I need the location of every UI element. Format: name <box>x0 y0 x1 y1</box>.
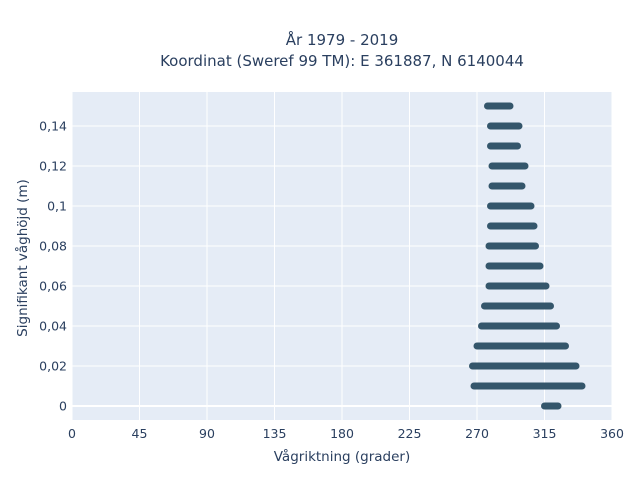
x-tick-label: 225 <box>398 426 422 441</box>
y-tick-label: 0,12 <box>39 159 67 174</box>
x-tick-label: 45 <box>132 426 148 441</box>
y-tick-label: 0 <box>59 399 67 414</box>
y-tick-label: 0,14 <box>39 119 67 134</box>
y-tick-label: 0,06 <box>39 279 67 294</box>
chart-title-line1: År 1979 - 2019 <box>286 30 399 49</box>
x-tick-label: 315 <box>533 426 557 441</box>
x-tick-label: 90 <box>199 426 215 441</box>
y-tick-label: 0,02 <box>39 359 67 374</box>
data-points <box>469 102 586 410</box>
y-tick-label: 0,08 <box>39 239 67 254</box>
x-tick-label: 360 <box>600 426 624 441</box>
x-tick-label: 0 <box>68 426 76 441</box>
y-axis-title: Signifikant våghöjd (m) <box>14 179 31 337</box>
x-tick-label: 135 <box>263 426 287 441</box>
x-tick-label: 180 <box>330 426 354 441</box>
y-tick-label: 0,1 <box>47 199 67 214</box>
chart-title-line2: Koordinat (Sweref 99 TM): E 361887, N 61… <box>160 52 524 70</box>
x-tick-label: 270 <box>465 426 489 441</box>
y-axis-ticks: 0 0,02 0,04 0,06 0,08 0,1 0,12 0,14 <box>39 119 67 414</box>
y-tick-label: 0,04 <box>39 319 67 334</box>
x-axis-ticks: 0 45 90 135 180 225 270 315 360 <box>68 426 624 441</box>
x-axis-title: Vågriktning (grader) <box>274 448 411 465</box>
